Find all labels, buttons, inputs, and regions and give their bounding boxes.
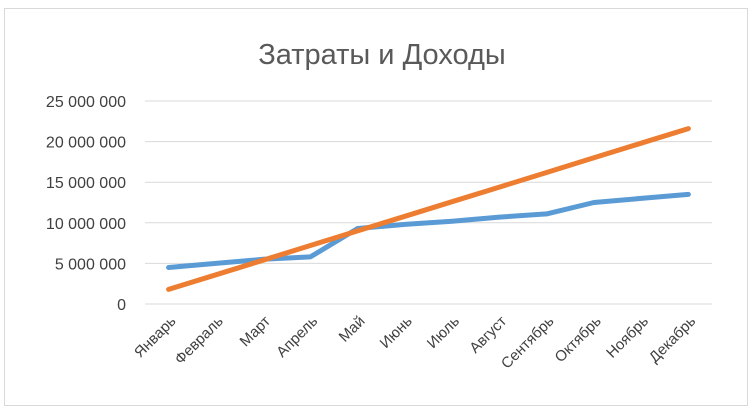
y-tick-label: 10 000 000 bbox=[46, 216, 126, 233]
x-tick-label: Февраль bbox=[172, 313, 227, 368]
y-tick-label: 20 000 000 bbox=[46, 135, 126, 152]
x-tick-label: Июль bbox=[424, 313, 463, 352]
y-tick-label: 25 000 000 bbox=[46, 94, 126, 111]
series-line-2 bbox=[166, 126, 691, 292]
x-tick-label: Декабрь bbox=[646, 313, 700, 367]
series-lines bbox=[166, 126, 691, 292]
y-tick-label: 5 000 000 bbox=[55, 256, 126, 273]
y-tick-label: 0 bbox=[117, 297, 126, 314]
x-tick-label: Июнь bbox=[377, 313, 416, 352]
chart-title: Затраты и Доходы bbox=[258, 39, 506, 71]
x-tick-label: Октябрь bbox=[552, 313, 605, 366]
chart-frame bbox=[4, 8, 748, 406]
y-axis-tick-labels: 0 5 000 000 10 000 000 15 000 000 20 000 000… bbox=[46, 94, 126, 314]
y-tick-label: 15 000 000 bbox=[46, 175, 126, 192]
x-tick-label: Май bbox=[336, 313, 369, 346]
x-tick-label: Март bbox=[237, 313, 274, 350]
series-line-1 bbox=[166, 191, 691, 270]
x-tick-label: Апрель bbox=[273, 313, 321, 361]
x-tick-label: Август bbox=[466, 313, 510, 357]
gridlines bbox=[145, 100, 712, 305]
